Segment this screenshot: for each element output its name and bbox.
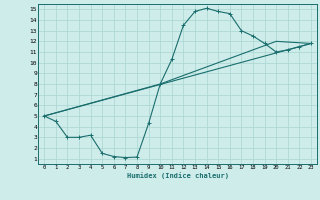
X-axis label: Humidex (Indice chaleur): Humidex (Indice chaleur) [127, 172, 228, 179]
